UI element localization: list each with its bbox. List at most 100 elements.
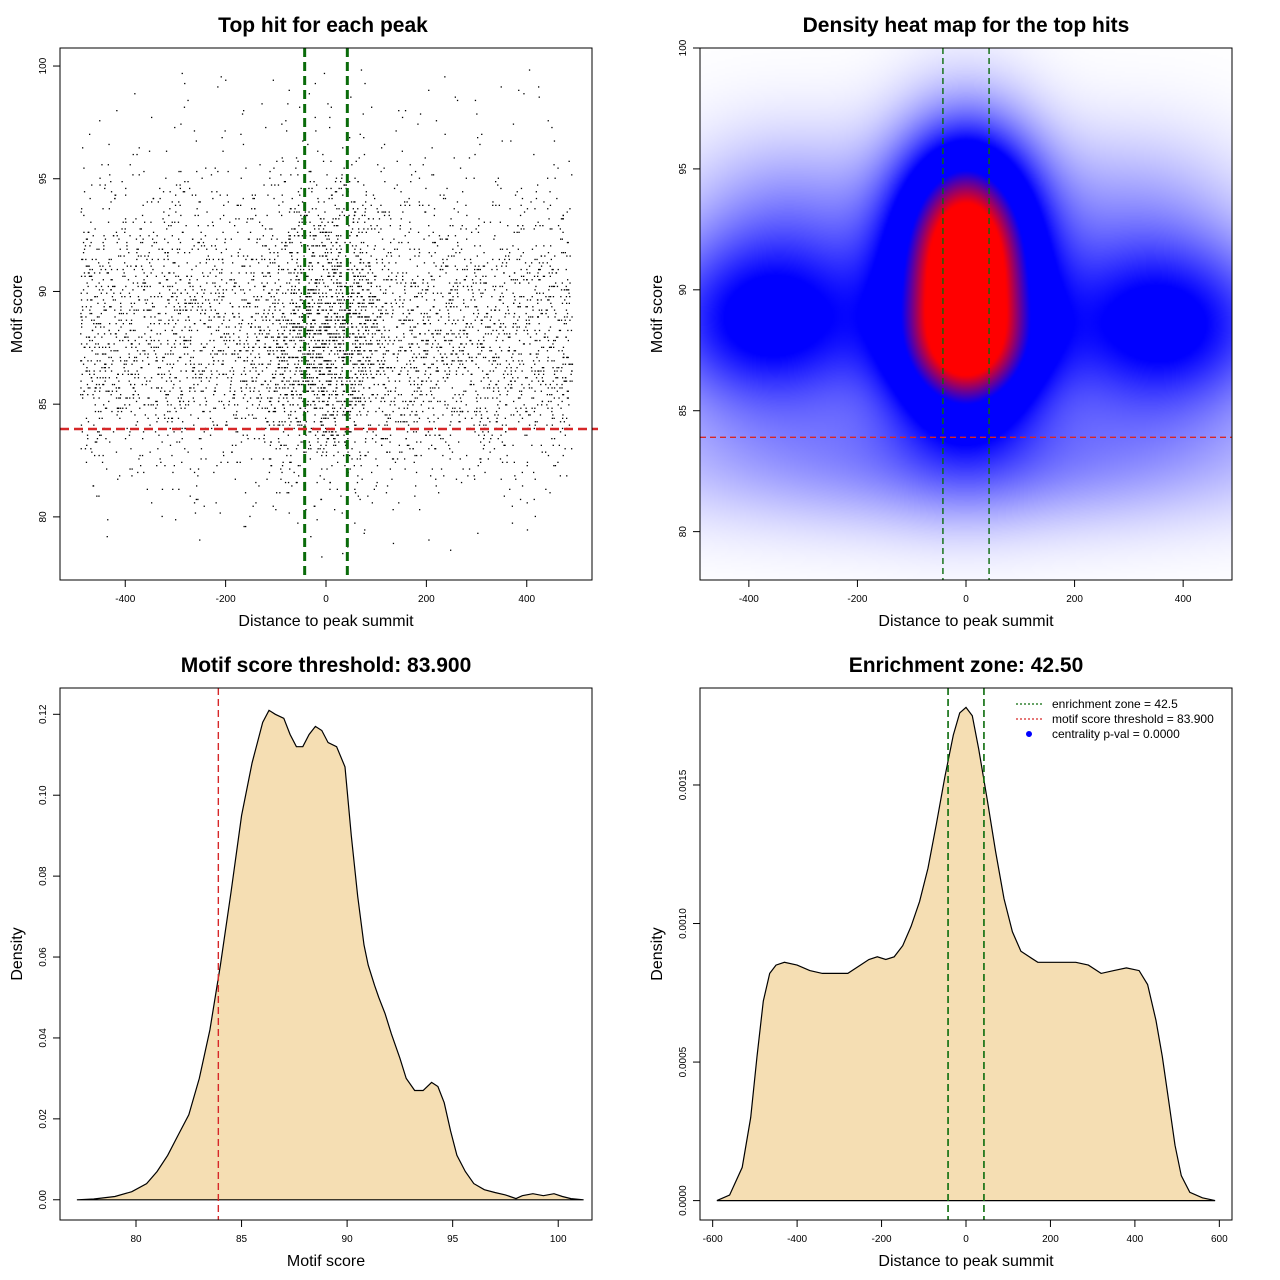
data-point	[283, 339, 285, 342]
data-point	[404, 285, 406, 288]
data-point	[529, 336, 532, 338]
data-point	[541, 377, 543, 379]
data-point	[501, 461, 504, 463]
data-point	[240, 380, 242, 382]
data-point	[173, 326, 175, 328]
data-point	[425, 350, 427, 352]
data-point	[281, 316, 283, 318]
data-point	[326, 404, 328, 406]
data-point	[278, 299, 280, 301]
data-point	[209, 326, 212, 328]
data-point	[324, 231, 326, 233]
data-point	[363, 407, 365, 409]
data-point	[157, 417, 159, 419]
data-point	[526, 461, 529, 463]
data-point	[90, 306, 92, 308]
data-point	[381, 343, 383, 345]
data-point	[352, 397, 354, 399]
data-point	[503, 495, 505, 497]
data-point	[218, 302, 221, 304]
data-point	[424, 211, 426, 213]
data-point	[290, 421, 292, 423]
data-point	[320, 498, 322, 501]
data-point	[330, 289, 332, 291]
data-point	[489, 370, 491, 372]
data-point	[497, 387, 499, 389]
data-point	[153, 346, 155, 348]
data-point	[120, 312, 122, 315]
data-point	[284, 248, 286, 250]
data-point	[387, 377, 389, 379]
data-point	[283, 404, 285, 406]
data-point	[380, 438, 382, 440]
data-point	[477, 465, 479, 467]
data-point	[335, 444, 337, 446]
data-point	[147, 404, 150, 406]
data-point	[190, 356, 192, 359]
data-point	[326, 468, 328, 470]
data-point	[98, 495, 100, 497]
data-point	[432, 343, 434, 345]
data-point	[291, 285, 293, 288]
data-point	[435, 370, 437, 372]
data-point	[246, 380, 248, 382]
data-point	[310, 427, 312, 430]
data-point	[461, 410, 463, 413]
data-point	[199, 262, 201, 264]
data-point	[528, 414, 530, 416]
data-point	[419, 509, 421, 511]
data-point	[323, 478, 325, 480]
data-point	[334, 353, 336, 355]
data-point	[241, 390, 243, 392]
data-point	[367, 410, 369, 413]
data-point	[429, 373, 432, 375]
data-point	[165, 397, 167, 399]
data-point	[566, 390, 568, 392]
data-point	[367, 279, 369, 281]
data-point	[137, 373, 140, 375]
data-point	[195, 498, 197, 501]
data-point	[350, 296, 352, 298]
data-point	[193, 424, 195, 426]
data-point	[413, 282, 415, 284]
data-point	[134, 383, 136, 386]
data-point	[364, 208, 367, 210]
data-point	[278, 333, 280, 335]
data-point	[378, 309, 380, 311]
data-point	[568, 289, 570, 291]
data-point	[243, 360, 245, 362]
data-point	[327, 363, 329, 365]
data-point	[325, 431, 328, 433]
data-point	[473, 475, 475, 477]
data-point	[167, 434, 169, 436]
data-point	[82, 258, 84, 261]
data-point	[450, 218, 452, 220]
data-point	[456, 268, 458, 271]
data-point	[564, 319, 566, 321]
data-point	[265, 245, 267, 247]
data-point	[129, 397, 131, 399]
data-point	[558, 329, 561, 332]
data-point	[266, 478, 268, 480]
data-point	[374, 319, 376, 321]
data-point	[466, 323, 468, 325]
data-point	[295, 336, 297, 338]
data-point	[222, 353, 224, 355]
data-point	[313, 383, 315, 386]
data-point	[458, 394, 460, 396]
data-point	[472, 326, 474, 328]
data-point	[283, 306, 285, 308]
data-point	[118, 387, 121, 389]
data-point	[483, 387, 485, 389]
data-point	[536, 339, 538, 342]
data-point	[398, 407, 400, 409]
data-point	[212, 225, 214, 227]
data-point	[532, 397, 535, 399]
data-point	[273, 296, 275, 298]
data-point	[329, 289, 331, 291]
data-point	[408, 319, 410, 321]
data-point	[353, 214, 355, 217]
data-point	[405, 282, 407, 284]
data-point	[500, 350, 503, 352]
data-point	[287, 319, 289, 321]
